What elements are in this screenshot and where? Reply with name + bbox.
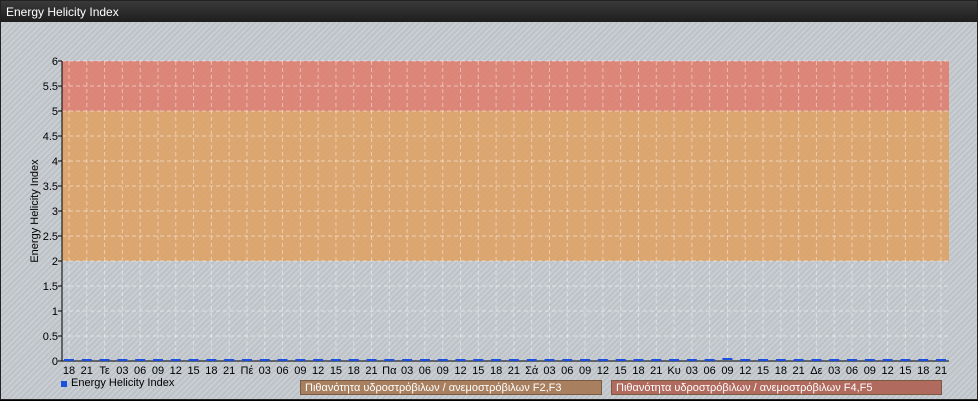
x-tick-label: 03 — [828, 365, 840, 377]
x-tick-label: 12 — [597, 365, 609, 377]
x-tick-label: 18 — [63, 365, 75, 377]
x-tick-label: 06 — [276, 365, 288, 377]
x-tick-label: 09 — [721, 365, 733, 377]
y-tick-label: 0 — [52, 356, 58, 368]
x-tick-label: 18 — [632, 365, 644, 377]
x-tick-label: 06 — [561, 365, 573, 377]
x-tick-label: 09 — [579, 365, 591, 377]
x-tick-label: 06 — [846, 365, 858, 377]
y-tick-label: 2 — [52, 256, 58, 268]
x-tick-label: Πέ — [241, 365, 254, 377]
x-tick-label: 09 — [437, 365, 449, 377]
x-tick-label: 21 — [650, 365, 662, 377]
x-tick-label: 21 — [365, 365, 377, 377]
x-tick-label: Τε — [99, 365, 110, 377]
x-tick-label: 09 — [152, 365, 164, 377]
x-tick-label: 15 — [757, 365, 769, 377]
legend-series-label: Energy Helicity Index — [71, 377, 175, 389]
x-tick-label: 18 — [205, 365, 217, 377]
y-tick-label: 3.5 — [43, 181, 58, 193]
x-tick-label: 06 — [134, 365, 146, 377]
x-tick-label: 12 — [170, 365, 182, 377]
window-title: Energy Helicity Index — [1, 1, 977, 22]
x-tick-label: 21 — [793, 365, 805, 377]
x-tick-label: 15 — [187, 365, 199, 377]
legend-band-f2f3: Πιθανότητα υδροστρόβιλων / ανεμοστρόβιλω… — [300, 380, 602, 395]
y-tick-label: 4 — [52, 156, 58, 168]
y-tick-label: 3 — [52, 206, 58, 218]
x-tick-label: 18 — [775, 365, 787, 377]
y-tick-label: 5.5 — [43, 81, 58, 93]
x-tick-label: 15 — [899, 365, 911, 377]
x-tick-label: 09 — [294, 365, 306, 377]
y-tick-label: 6 — [52, 56, 58, 68]
x-tick-label: 03 — [543, 365, 555, 377]
x-tick-label: 12 — [454, 365, 466, 377]
x-tick-label: 03 — [686, 365, 698, 377]
legend-series-marker — [61, 381, 67, 387]
x-tick-label: 15 — [330, 365, 342, 377]
legend-band-f4f5: Πιθανότητα υδροστρόβιλων / ανεμοστρόβιλω… — [611, 380, 942, 395]
x-tick-label: Σά — [525, 365, 539, 377]
x-tick-label: 18 — [348, 365, 360, 377]
x-tick-label: 12 — [739, 365, 751, 377]
y-tick-label: 5 — [52, 106, 58, 118]
y-tick-label: 2.5 — [43, 231, 58, 243]
x-tick-label: 03 — [401, 365, 413, 377]
x-tick-label: 15 — [472, 365, 484, 377]
x-tick-label: 12 — [881, 365, 893, 377]
x-tick-label: 15 — [615, 365, 627, 377]
x-tick-label: 06 — [419, 365, 431, 377]
x-tick-label: 21 — [223, 365, 235, 377]
x-tick-label: 12 — [312, 365, 324, 377]
y-tick-label: 1 — [52, 306, 58, 318]
x-tick-label: 06 — [704, 365, 716, 377]
y-axis-label: Energy Helicity Index — [29, 159, 41, 263]
x-tick-label: 18 — [917, 365, 929, 377]
x-tick-label: 09 — [864, 365, 876, 377]
x-tick-label: 18 — [490, 365, 502, 377]
x-tick-label: 21 — [81, 365, 93, 377]
x-tick-label: 03 — [259, 365, 271, 377]
x-tick-label: Δε — [810, 365, 822, 377]
y-tick-label: 1.5 — [43, 281, 58, 293]
x-tick-label: 03 — [116, 365, 128, 377]
x-tick-label: Πα — [382, 365, 397, 377]
x-tick-label: Κυ — [667, 365, 680, 377]
y-tick-label: 0.5 — [43, 331, 58, 343]
y-tick-label: 4.5 — [43, 131, 58, 143]
x-tick-label: 21 — [935, 365, 947, 377]
x-tick-label: 21 — [508, 365, 520, 377]
